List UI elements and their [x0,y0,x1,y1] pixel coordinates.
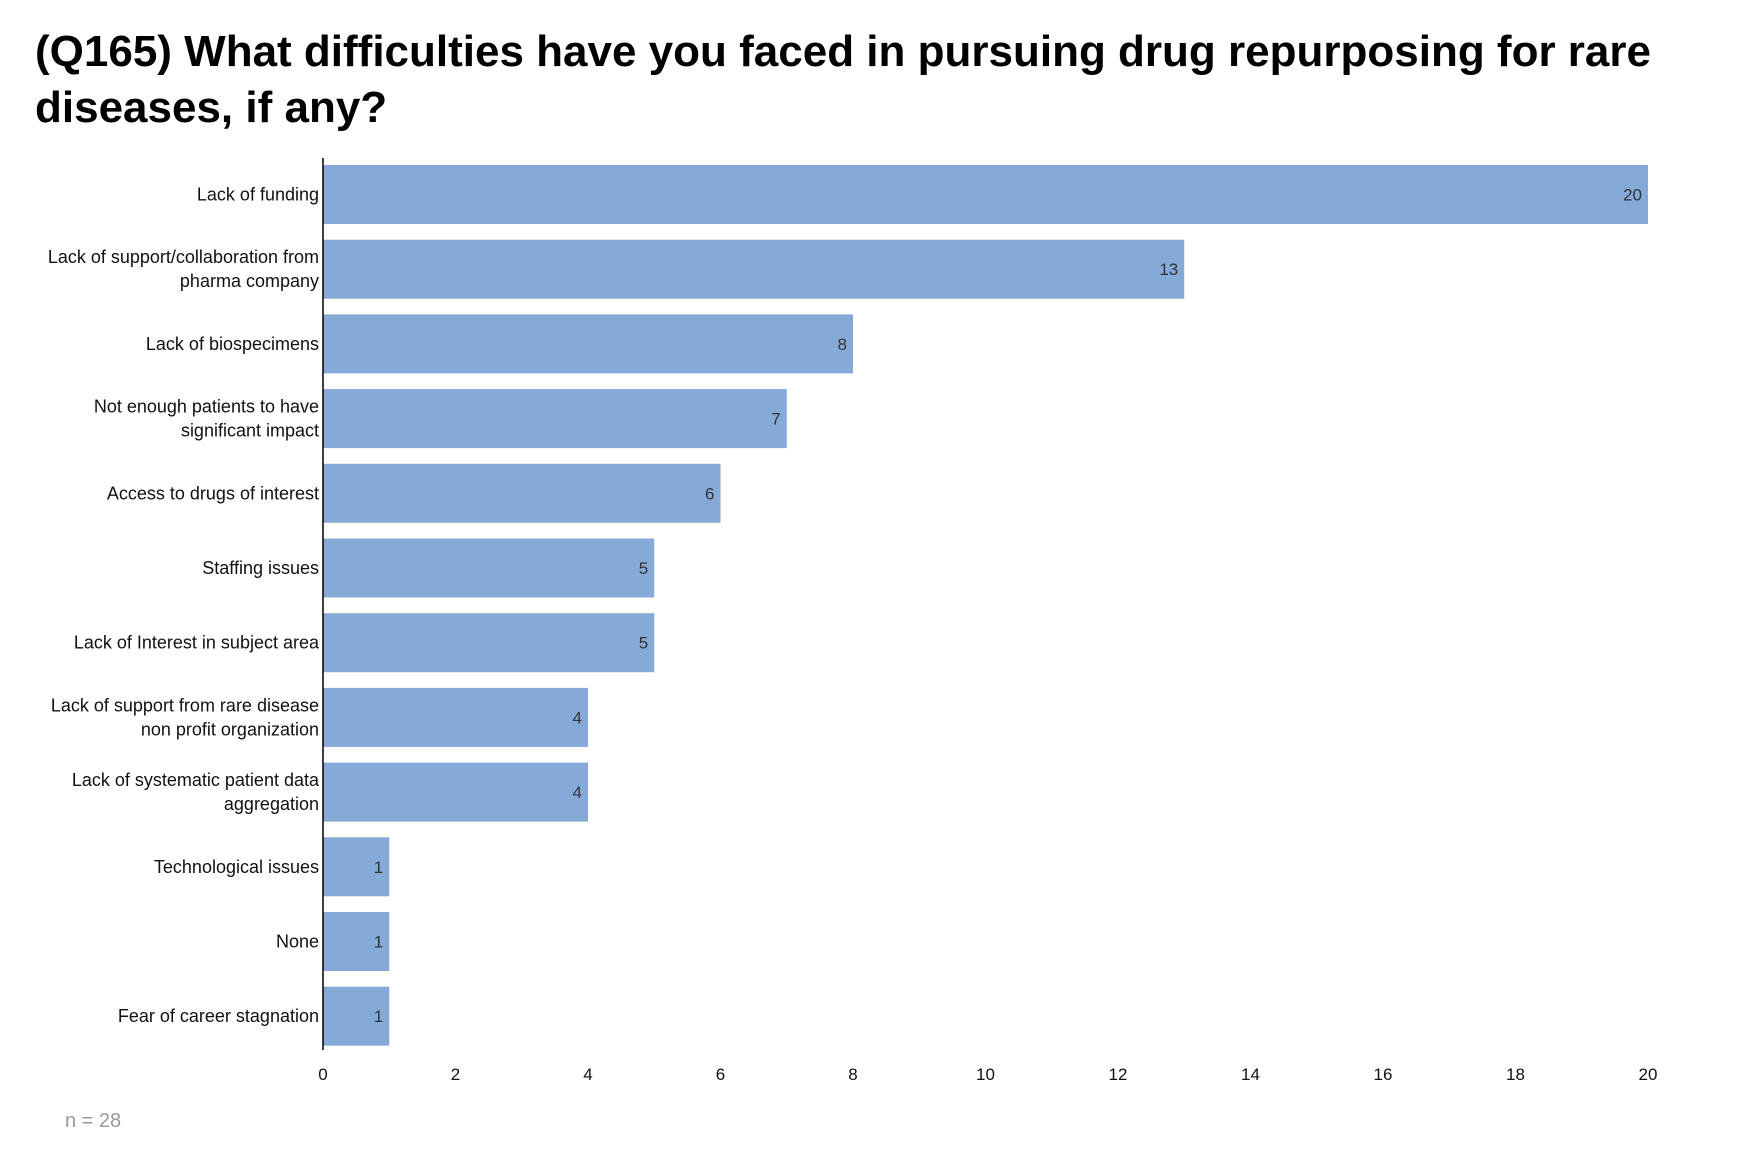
category-label: Lack of Interest in subject area [74,633,320,653]
bar-value-label: 1 [374,1007,383,1026]
category-label: None [276,932,319,952]
bar [323,613,655,673]
bar [323,837,390,897]
bar [323,538,655,598]
category-label: Technological issues [154,857,319,877]
category-label: Lack of systematic patient data aggregati… [72,770,320,814]
x-tick-label: 2 [451,1065,460,1084]
bar [323,314,853,374]
bar-value-label: 6 [705,484,714,503]
category-label: Lack of funding [197,185,319,205]
bar [323,762,588,822]
bar-value-label: 8 [838,335,847,354]
x-tick-label: 0 [318,1065,327,1084]
category-label: Access to drugs of interest [107,483,319,503]
bar [323,463,721,523]
bar-value-label: 1 [374,858,383,877]
x-tick-label: 10 [976,1065,995,1084]
x-tick-label: 4 [583,1065,592,1084]
x-tick-label: 18 [1506,1065,1525,1084]
bar-value-label: 5 [639,634,648,653]
category-label: Not enough patients to have significant i… [94,397,319,441]
x-tick-label: 16 [1374,1065,1393,1084]
bar-value-label: 4 [573,708,582,727]
bar-value-label: 4 [573,783,582,802]
category-label: Staffing issues [202,558,319,578]
category-label: Lack of biospecimens [146,334,319,354]
bar [323,912,390,971]
bar-value-label: 20 [1623,186,1642,205]
bar [323,687,588,747]
bar [323,986,390,1046]
category-label: Fear of career stagnation [118,1006,319,1026]
sample-size-note: n = 28 [65,1110,122,1132]
x-tick-label: 14 [1241,1065,1260,1084]
chart-title: (Q165) What difficulties have you faced … [35,27,1651,132]
bar-value-label: 1 [374,933,383,952]
x-tick-label: 8 [848,1065,857,1084]
bar [323,239,1185,299]
bar-value-label: 13 [1159,260,1178,279]
x-tick-label: 20 [1639,1065,1658,1084]
x-tick-label: 6 [716,1065,725,1084]
bar [323,165,1648,224]
category-label: Lack of support/collaboration from pharma… [48,247,319,291]
bar [323,389,787,449]
bar-value-label: 5 [639,559,648,578]
x-tick-label: 12 [1109,1065,1128,1084]
category-label: Lack of support from rare disease non pro… [51,695,319,739]
bar-value-label: 7 [771,410,780,429]
